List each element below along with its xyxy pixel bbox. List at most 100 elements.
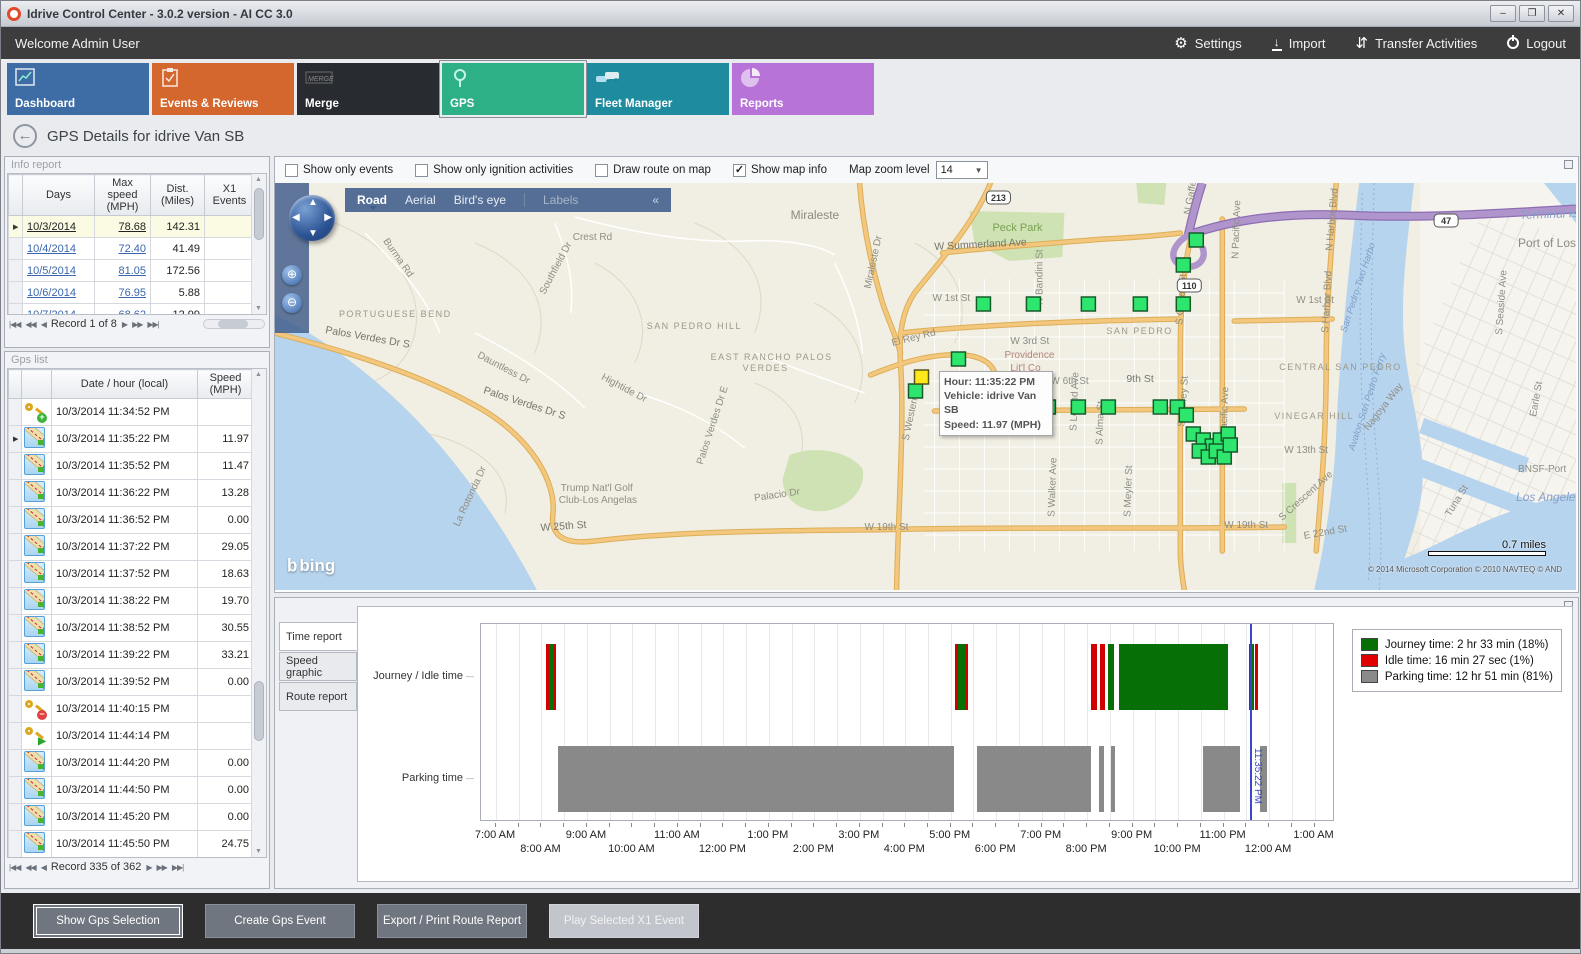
gps-point-marker[interactable] [1188,232,1205,248]
parking-bar[interactable] [977,746,1091,812]
max-speed-link[interactable]: 68.62 [118,308,146,315]
cell-max-speed[interactable]: 76.95 [94,281,151,304]
table-row[interactable]: 10/3/2014 11:39:22 PM 33.21 [8,641,254,669]
pager-hscrollbar[interactable] [203,319,265,329]
max-speed-link[interactable]: 81.05 [118,264,146,277]
max-speed-link[interactable]: 78.68 [118,220,146,233]
checkbox-show-map-info[interactable]: ✓ Show map info [732,163,827,177]
scroll-thumb[interactable] [218,320,248,328]
cell-days[interactable]: 10/4/2014 [22,237,95,260]
map-view-labels[interactable]: Labels [543,193,579,207]
gps-col-header[interactable]: Speed (MPH) [197,369,254,399]
scroll-thumb[interactable] [254,681,264,742]
pan-left-icon[interactable]: ◀ [292,212,300,223]
table-row[interactable]: 10/3/2014 11:38:22 PM 19.70 [8,587,254,615]
gps-point-marker[interactable] [1070,399,1087,415]
tile-gps[interactable]: GPS [439,60,587,118]
idle-bar[interactable] [955,644,958,710]
table-row[interactable]: 10/3/2014 11:46:20 PM17.93 [9,858,254,859]
day-link[interactable]: 10/4/2014 [27,242,76,255]
table-row[interactable]: 10/3/2014 11:36:52 PM 0.00 [8,506,254,534]
selected-gps-point-marker[interactable] [913,369,930,385]
pager-fast-next-icon[interactable]: ▶▶ [132,319,143,329]
gps-point-marker[interactable] [1152,399,1169,415]
table-row[interactable]: 10/3/2014 11:44:50 PM 0.00 [8,776,254,804]
tab-route-report[interactable]: Route report [279,682,357,711]
gps-list-vscrollbar[interactable]: ▲ ▼ [251,369,266,857]
map-compass-control[interactable]: ▲ ▼ ◀ ▶ [289,195,335,241]
journey-bar[interactable] [958,644,966,710]
close-button[interactable]: ✕ [1548,5,1574,22]
timeline-plot[interactable]: 11:35:22 PM [480,623,1334,821]
table-row[interactable]: −10/3/2014 11:40:15 PM [8,695,254,723]
table-row[interactable]: 10/3/2014 11:45:20 PM 0.00 [8,803,254,831]
pager-first-icon[interactable]: |◀◀ [9,862,21,872]
pager-prev-icon[interactable]: ◀ [40,862,47,872]
parking-bar[interactable] [1203,746,1241,812]
journey-bar[interactable] [1107,644,1115,710]
max-speed-link[interactable]: 72.40 [118,242,146,255]
gps-point-marker[interactable] [1178,407,1195,423]
day-link[interactable]: 10/3/2014 [27,220,76,233]
zoom-in-icon[interactable]: ⊕ [282,265,302,285]
parking-bar[interactable] [1259,746,1267,812]
pager-fast-prev-icon[interactable]: ◀◀ [25,319,36,329]
checkbox-draw-route-on-map[interactable]: Draw route on map [595,163,711,177]
table-row[interactable]: 10/3/2014 11:38:52 PM 30.55 [8,614,254,642]
cell-days[interactable]: 10/6/2014 [22,281,95,304]
menu-action-import[interactable]: ↓ Import [1271,36,1326,51]
map-zoom-select[interactable]: 14 ▼ [935,161,988,179]
table-row[interactable]: 10/3/2014 11:39:52 PM 0.00 [8,668,254,696]
day-link[interactable]: 10/6/2014 [27,286,76,299]
table-row[interactable]: 10/3/2014 11:45:50 PM 24.75 [8,830,254,857]
pager-fast-next-icon[interactable]: ▶▶ [156,862,168,872]
panel-maximize-icon[interactable] [1564,160,1573,169]
pager-next-icon[interactable]: ▶ [121,319,128,329]
cell-max-speed[interactable]: 81.05 [94,259,151,282]
gps-point-marker[interactable] [950,351,967,367]
info-col-header[interactable]: Dist. (Miles) [150,174,205,216]
scroll-down-icon[interactable]: ▼ [255,848,262,855]
checkbox-checked-icon[interactable]: ✓ [732,163,746,177]
gps-point-marker[interactable] [1080,296,1097,312]
day-link[interactable]: 10/7/2014 [27,308,76,315]
pager-next-icon[interactable]: ▶ [146,862,152,872]
cell-days[interactable]: 10/7/2014 [22,303,95,315]
gps-point-marker[interactable] [1100,399,1117,415]
cell-days[interactable]: 10/3/2014 [22,215,95,238]
menu-action-logout[interactable]: Logout [1507,35,1566,51]
pan-up-icon[interactable]: ▲ [308,197,318,208]
scroll-down-icon[interactable]: ▼ [255,305,262,312]
table-row[interactable]: ▶ 10/3/2014 11:44:14 PM [8,722,254,750]
table-row[interactable]: ▶ 10/3/2014 11:35:22 PM 11.97 [8,425,254,453]
map-view-road[interactable]: Road [357,193,387,210]
back-button[interactable]: ← [13,124,37,148]
tile-dashboard[interactable]: Dashboard [7,63,149,115]
checkbox-icon[interactable] [595,163,609,177]
table-row[interactable]: 10/3/2014 11:37:22 PM 29.05 [8,533,254,561]
pager-last-icon[interactable]: ▶▶| [147,319,159,329]
map-view-aerial[interactable]: Aerial [405,193,436,207]
menu-action-settings[interactable]: ⚙ Settings [1174,36,1241,51]
checkbox-show-only-events[interactable]: Show only events [285,163,393,177]
table-row[interactable]: 10/7/2014 68.62 12.99 [8,303,255,315]
gps-point-marker[interactable] [1132,296,1149,312]
checkbox-show-only-ignition-activities[interactable]: Show only ignition activities [415,163,573,177]
gps-point-marker[interactable] [1222,437,1239,453]
gps-point-marker[interactable] [1175,296,1192,312]
footer-button-create-gps-event[interactable]: Create Gps Event [205,904,355,938]
gps-point-marker[interactable] [975,296,992,312]
table-row[interactable]: 10/6/2014 76.95 5.88 [8,281,255,304]
collapse-icon[interactable]: « [652,193,659,207]
map-view-bird-s-eye[interactable]: Bird's eye [453,193,506,207]
parking-bar[interactable] [558,746,955,812]
table-row[interactable]: 10/5/2014 81.05 172.56 [8,259,255,282]
day-link[interactable]: 10/5/2014 [27,264,76,277]
checkbox-icon[interactable] [285,163,298,177]
info-report-vscrollbar[interactable]: ▲ ▼ [251,174,266,314]
gps-point-marker[interactable] [1025,296,1042,312]
time-cursor[interactable] [1250,624,1253,820]
info-col-header[interactable]: X1 Events [204,174,255,216]
table-row[interactable]: ▶ 10/3/2014 78.68 142.31 [8,215,255,238]
gps-col-header[interactable]: Date / hour (local) [51,369,198,399]
